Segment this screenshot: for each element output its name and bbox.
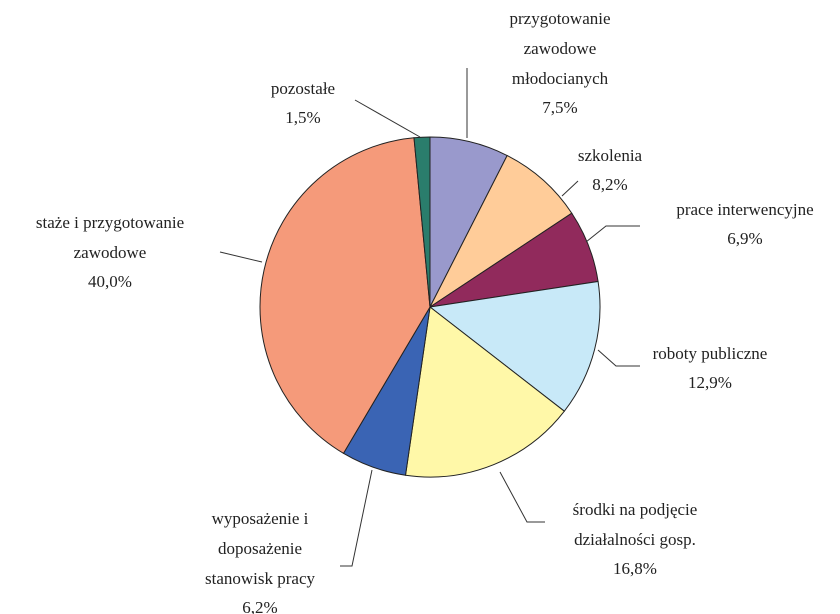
leader-line <box>585 225 640 243</box>
slice-label: zawodowe <box>524 39 597 58</box>
pie-slice <box>413 136 431 308</box>
slice-label: środki na podjęcie <box>573 500 698 519</box>
leader-line <box>219 251 263 263</box>
pie-slice <box>404 306 566 478</box>
leader-line <box>354 99 421 138</box>
leader-line <box>561 180 579 197</box>
slice-label: zawodowe <box>74 243 147 262</box>
slice-label: staże i przygotowanie <box>36 213 184 232</box>
slice-label: młodocianych <box>512 69 609 88</box>
value-label: 1,5% <box>285 108 320 127</box>
slice-label: stanowisk pracy <box>205 569 316 588</box>
slice-label: wyposażenie i <box>212 509 309 528</box>
slice-label: prace interwencyjne <box>676 200 813 219</box>
leader-line <box>597 349 640 367</box>
value-label: 6,2% <box>242 598 277 614</box>
leader-line <box>340 469 373 567</box>
value-label: 7,5% <box>542 98 577 117</box>
pie-slice <box>259 137 431 455</box>
value-label: 6,9% <box>727 229 762 248</box>
slice-label: pozostałe <box>271 79 335 98</box>
pie-slice <box>428 154 573 309</box>
slice-label: roboty publiczne <box>653 344 768 363</box>
slice-label: działalności gosp. <box>574 530 696 549</box>
value-label: 16,8% <box>613 559 657 578</box>
slice-label: przygotowanie <box>509 9 610 28</box>
value-label: 40,0% <box>88 272 132 291</box>
value-label: 12,9% <box>688 373 732 392</box>
slice-label: szkolenia <box>578 146 643 165</box>
value-label: 8,2% <box>592 175 627 194</box>
slice-label: doposażenie <box>218 539 302 558</box>
leader-line <box>499 471 545 523</box>
pie-slice <box>428 280 601 412</box>
